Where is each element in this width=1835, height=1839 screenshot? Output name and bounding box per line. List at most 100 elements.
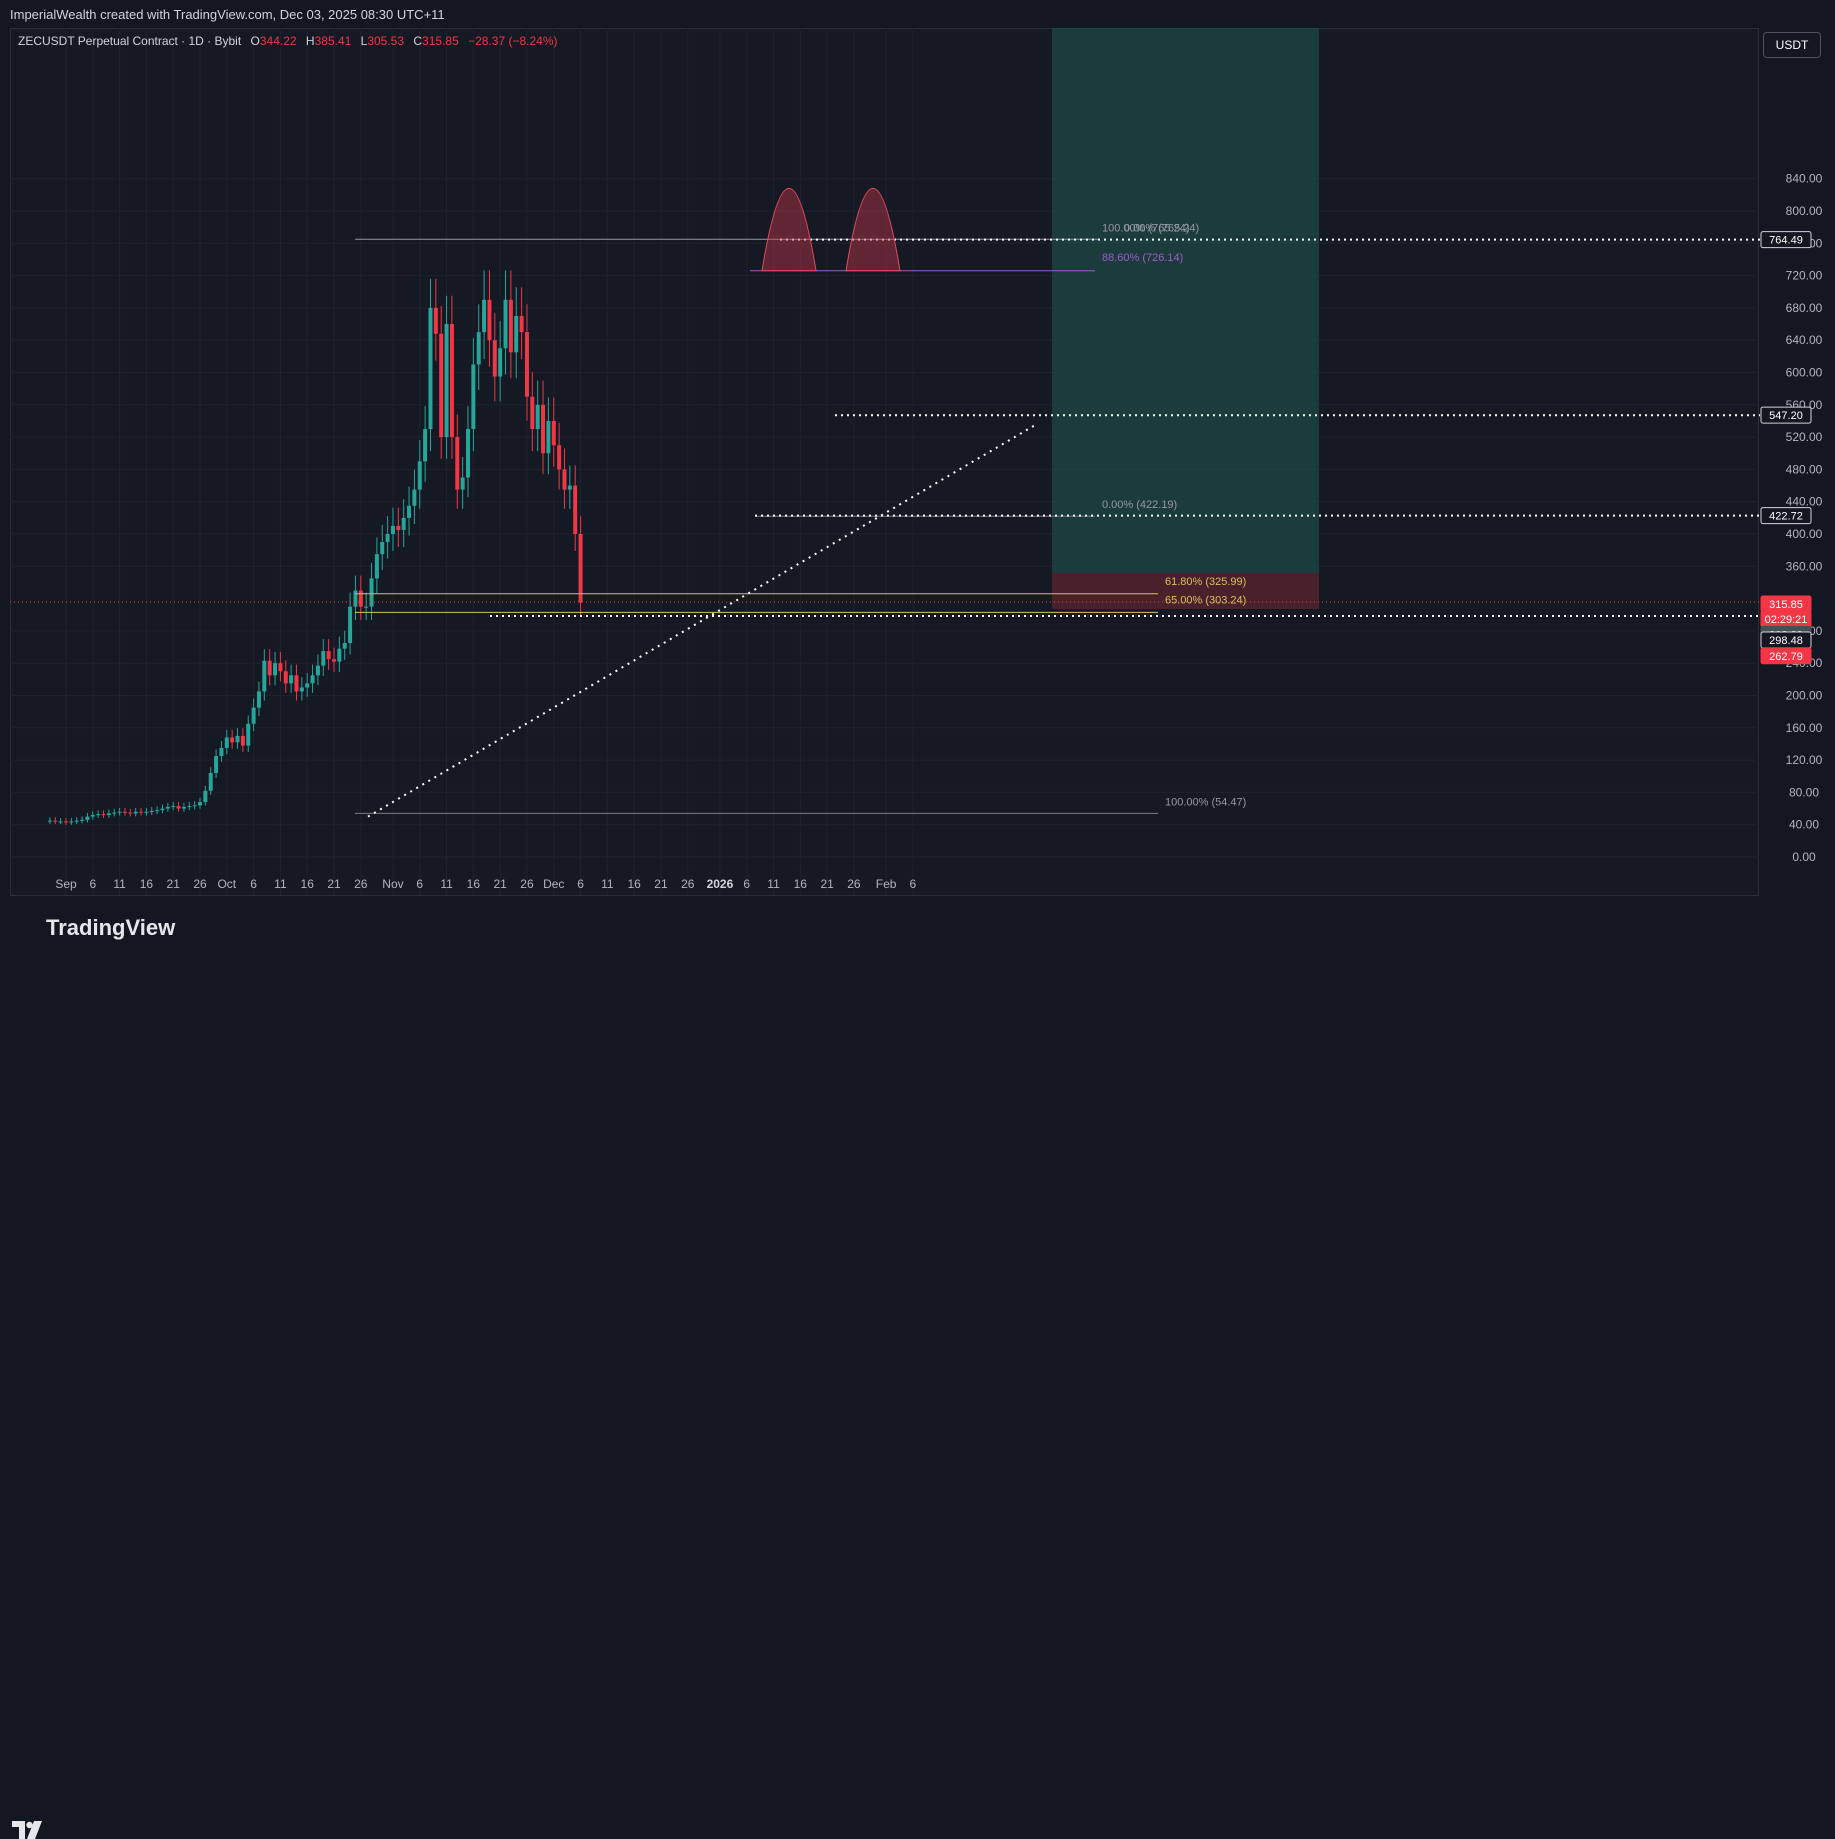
- candle-body: [417, 461, 422, 490]
- time-tick-label: 16: [301, 877, 315, 891]
- price-tag-label: 315.85: [1769, 599, 1803, 611]
- candle-body: [96, 814, 101, 816]
- time-tick-label: 11: [274, 877, 287, 891]
- candle-body: [573, 485, 578, 534]
- candle-body: [498, 348, 503, 377]
- candle-body: [171, 806, 176, 808]
- candle-body: [455, 437, 460, 490]
- candle-body: [428, 307, 433, 430]
- price-tag-label: 298.48: [1769, 635, 1803, 647]
- candle-body: [524, 332, 529, 397]
- price-tick-label: 520.00: [1786, 430, 1823, 444]
- price-tick-label: 800.00: [1786, 204, 1823, 218]
- candle-body: [492, 340, 497, 377]
- price-tag-label: 262.79: [1769, 651, 1803, 663]
- candle-body: [482, 299, 487, 333]
- currency-button[interactable]: USDT: [1763, 32, 1821, 58]
- time-tick-label: 21: [654, 877, 668, 891]
- candle-body: [74, 820, 79, 822]
- attribution-bar: ImperialWealth created with TradingView.…: [0, 0, 1835, 28]
- brand-name: TradingView: [46, 915, 176, 940]
- candle-body: [519, 315, 524, 333]
- candle-body: [165, 806, 170, 809]
- candle-body: [449, 324, 454, 438]
- time-tick-label: 16: [794, 877, 808, 891]
- price-tag-label: 764.49: [1769, 235, 1803, 247]
- price-tick-label: 840.00: [1786, 172, 1823, 186]
- fib-level-label: 100.00% (765.24): [1102, 222, 1189, 234]
- time-tick-label: 16: [627, 877, 641, 891]
- candle-body: [487, 299, 492, 341]
- symbol-title[interactable]: ZECUSDT Perpetual Contract · 1D · Bybit: [18, 34, 242, 48]
- candle-body: [192, 805, 197, 807]
- tradingview-logo-icon: [12, 1821, 42, 1839]
- candle-body: [155, 810, 160, 812]
- double-top-arc-left[interactable]: [761, 187, 817, 272]
- candle-body: [439, 333, 444, 438]
- candle-body: [294, 675, 299, 692]
- candle-body: [401, 517, 406, 530]
- time-tick-label: 16: [140, 877, 154, 891]
- candle-body: [557, 445, 562, 470]
- candle-body: [380, 542, 385, 555]
- candle-body: [466, 429, 470, 478]
- change-value: −28.37 (−8.24%): [468, 34, 558, 48]
- candle-body: [332, 659, 336, 662]
- price-tick-label: 640.00: [1786, 333, 1823, 347]
- price-tick-label: 360.00: [1786, 559, 1823, 573]
- target-zone[interactable]: [1052, 28, 1319, 573]
- candle-body: [133, 811, 138, 814]
- price-tick-label: 600.00: [1786, 366, 1823, 380]
- time-tick-label: 6: [89, 877, 96, 891]
- time-tick-label: 6: [910, 877, 917, 891]
- time-tick-label: 26: [520, 877, 534, 891]
- candle-body: [567, 485, 572, 490]
- candle-body: [224, 737, 229, 748]
- candle-body: [315, 665, 320, 676]
- candle-body: [541, 404, 546, 454]
- symbol-legend: ZECUSDT Perpetual Contract · 1D · Bybit …: [18, 34, 558, 48]
- candle-body: [385, 534, 390, 543]
- time-tick-label: 2026: [707, 877, 734, 891]
- time-tick-label: 26: [193, 877, 207, 891]
- time-tick-label: Oct: [217, 877, 236, 891]
- candle-body: [305, 683, 310, 688]
- candle-body: [299, 687, 304, 692]
- chart-grid: [10, 28, 1759, 895]
- price-tick-label: 720.00: [1786, 269, 1823, 283]
- time-axis[interactable]: Sep 6 11 16 21 26 Oct 6 11 16 21 26 Nov 6 11 16 21 26 Dec 6…: [55, 877, 916, 891]
- attribution-text: ImperialWealth created with TradingView.…: [10, 7, 445, 22]
- close-value: 315.85: [422, 34, 459, 48]
- candle-body: [337, 648, 342, 662]
- candle-body: [106, 813, 111, 816]
- low-label: L: [360, 34, 368, 48]
- chart-drawings[interactable]: 100.00% (765.24)0.00% (765.24) 88.60% (72…: [10, 187, 1760, 818]
- candle-body: [139, 811, 144, 813]
- high-label: H: [305, 34, 315, 48]
- chart-pane[interactable]: [10, 28, 1759, 896]
- candle-body: [117, 811, 122, 813]
- stop-zone[interactable]: [1052, 573, 1319, 609]
- close-label: C: [413, 34, 423, 48]
- price-tick-label: 440.00: [1786, 495, 1823, 509]
- double-top-arc-right[interactable]: [845, 187, 901, 272]
- fib-level-label: 100.00% (54.47): [1165, 796, 1246, 808]
- candle-body: [326, 651, 331, 660]
- candle-body: [374, 554, 379, 579]
- candle-body: [203, 790, 208, 803]
- price-tick-label: 680.00: [1786, 301, 1823, 315]
- time-tick-label: 21: [327, 877, 341, 891]
- candle-body: [53, 820, 58, 822]
- high-value: 385.41: [314, 34, 352, 48]
- candle-body: [240, 735, 245, 746]
- candle-body: [390, 525, 395, 534]
- candle-body: [310, 675, 315, 684]
- candle-body: [358, 590, 363, 607]
- price-tick-label: 200.00: [1786, 689, 1823, 703]
- candle-body: [433, 307, 438, 334]
- price-tag: [1760, 231, 1812, 249]
- time-tick-label: 6: [743, 877, 750, 891]
- candle-body: [214, 756, 219, 774]
- price-chart[interactable]: 100.00% (765.24)0.00% (765.24) 88.60% (72…: [0, 0, 1835, 958]
- candle-body: [278, 663, 283, 672]
